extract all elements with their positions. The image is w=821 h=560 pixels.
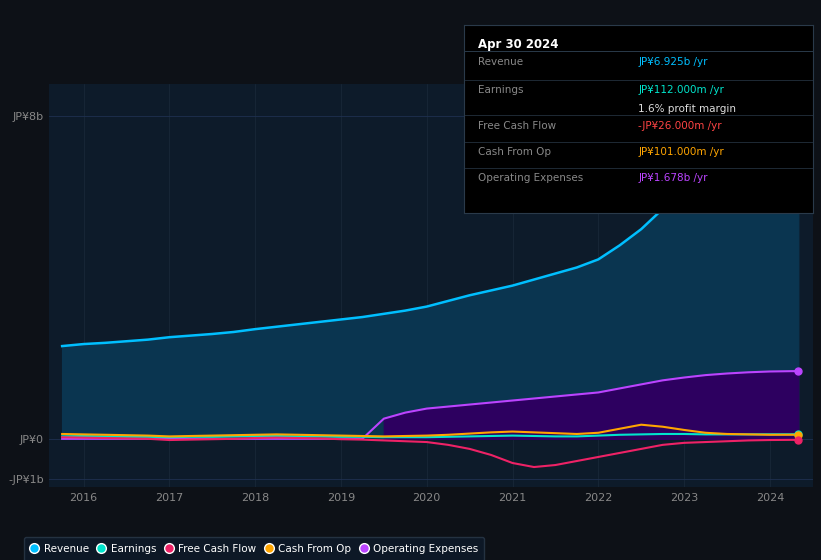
Text: JP¥101.000m /yr: JP¥101.000m /yr bbox=[639, 147, 724, 157]
Text: JP¥1.678b /yr: JP¥1.678b /yr bbox=[639, 174, 708, 184]
Text: Free Cash Flow: Free Cash Flow bbox=[478, 121, 556, 131]
Text: 1.6% profit margin: 1.6% profit margin bbox=[639, 104, 736, 114]
Text: Operating Expenses: Operating Expenses bbox=[478, 174, 583, 184]
Text: Earnings: Earnings bbox=[478, 85, 523, 95]
Legend: Revenue, Earnings, Free Cash Flow, Cash From Op, Operating Expenses: Revenue, Earnings, Free Cash Flow, Cash … bbox=[24, 537, 484, 560]
Text: JP¥112.000m /yr: JP¥112.000m /yr bbox=[639, 85, 724, 95]
Text: -JP¥26.000m /yr: -JP¥26.000m /yr bbox=[639, 121, 722, 131]
Text: Revenue: Revenue bbox=[478, 57, 523, 67]
Text: JP¥6.925b /yr: JP¥6.925b /yr bbox=[639, 57, 708, 67]
Text: Apr 30 2024: Apr 30 2024 bbox=[478, 38, 558, 52]
Text: Cash From Op: Cash From Op bbox=[478, 147, 551, 157]
